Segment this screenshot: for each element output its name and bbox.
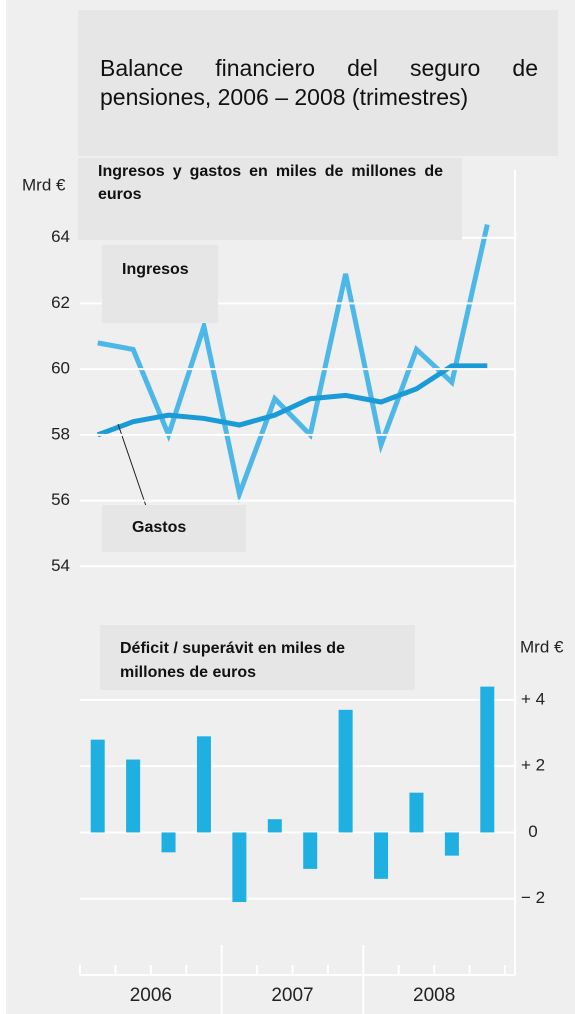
bar (126, 759, 141, 833)
bar (480, 686, 495, 833)
subtitle: Déficit / superávit en miles de millones… (120, 640, 345, 681)
y-tick-label: 58 (51, 424, 70, 443)
bar (196, 736, 211, 833)
bar (374, 832, 389, 879)
title-box: Balance financiero del seguro de pension… (78, 10, 558, 156)
y-tick-label: 62 (51, 293, 70, 312)
bar (444, 832, 459, 856)
y-unit: Mrd € (22, 175, 66, 194)
bar (409, 792, 424, 833)
y-tick-label: + 4 (521, 689, 545, 708)
data-line (97, 224, 490, 503)
subtitle-box: Déficit / superávit en miles de millones… (100, 625, 415, 690)
bar (338, 709, 353, 833)
data-line (96, 363, 488, 438)
y-tick-label: 56 (51, 490, 70, 509)
bar (267, 819, 282, 833)
legend-label: Ingresos (102, 245, 218, 323)
leader-line (117, 423, 147, 507)
x-group-label: 2007 (271, 985, 313, 1006)
y-tick-label: 64 (51, 227, 70, 246)
x-group-label: 2006 (130, 985, 172, 1006)
bar (161, 832, 176, 853)
y-tick-label: 0 (528, 822, 537, 841)
y-tick-label: + 2 (521, 756, 545, 775)
bar (232, 832, 247, 903)
x-group-label: 2008 (413, 985, 455, 1006)
y-unit: Mrd € (520, 637, 564, 656)
subtitle-box: Ingresos y gastos en miles de millones d… (78, 158, 462, 240)
y-tick-label: 60 (51, 359, 70, 378)
subtitle: Ingresos y gastos en miles de millones d… (98, 163, 443, 203)
y-tick-label: − 2 (521, 888, 545, 907)
bar (303, 832, 318, 869)
chart-title: Balance financiero del seguro de pension… (100, 55, 538, 110)
legend-label: Gastos (102, 505, 246, 552)
bar (90, 739, 105, 833)
y-tick-label: 54 (51, 556, 70, 575)
